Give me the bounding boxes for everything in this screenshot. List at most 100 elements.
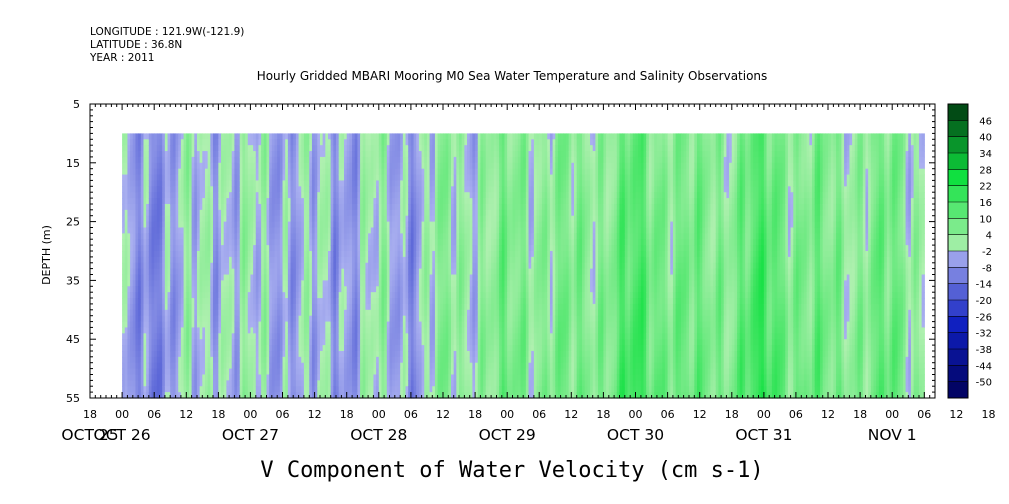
heatmap-cell [146, 198, 150, 205]
heatmap-cell [357, 292, 361, 299]
heatmap-cell [293, 256, 297, 264]
heatmap-cell [287, 392, 292, 399]
heatmap-cell [143, 345, 147, 352]
heatmap-cell [306, 345, 310, 352]
heatmap-cell [221, 327, 225, 334]
heatmap-cell [258, 315, 262, 323]
heatmap-cell [263, 286, 268, 293]
heatmap-cell [148, 162, 153, 170]
heatmap-cell [132, 156, 137, 164]
heatmap-cell [346, 156, 350, 164]
heatmap-cell [410, 256, 415, 264]
heatmap-cell [138, 162, 142, 170]
heatmap-cell [159, 186, 163, 193]
heatmap-cell [333, 356, 337, 364]
heatmap-cell [381, 292, 385, 299]
heatmap-cell [242, 221, 246, 229]
heatmap-cell [287, 227, 292, 234]
heatmap-cell [357, 286, 361, 293]
heatmap-cell [386, 156, 391, 164]
heatmap-cell [255, 368, 260, 376]
heatmap-cell [368, 256, 372, 264]
heatmap-cell [138, 286, 142, 293]
heatmap-cell [261, 368, 265, 376]
heatmap-cell [413, 262, 417, 270]
heatmap-cell [327, 156, 332, 164]
heatmap-cell [285, 145, 289, 152]
heatmap-cell [127, 350, 131, 358]
heatmap-cell [360, 192, 364, 199]
heatmap-cell [397, 315, 401, 323]
heatmap-cell [344, 245, 348, 252]
heatmap-cell [172, 180, 177, 187]
heatmap-cell [389, 209, 393, 217]
heatmap-cell [146, 221, 150, 229]
heatmap-cell [352, 186, 356, 193]
heatmap-cell [349, 251, 353, 258]
heatmap-cell [274, 156, 278, 164]
heatmap-cell [266, 262, 270, 270]
heatmap-cell [146, 227, 150, 234]
heatmap-cell [346, 215, 350, 223]
heatmap-cell [135, 162, 139, 170]
heatmap-cell [221, 256, 225, 264]
heatmap-cell [392, 192, 396, 199]
heatmap-cell [151, 274, 155, 281]
heatmap-cell [327, 239, 332, 246]
heatmap-cell [143, 356, 147, 364]
heatmap-cell [287, 303, 292, 311]
heatmap-cell [250, 145, 254, 152]
heatmap-cell [271, 368, 276, 376]
heatmap-cell [132, 303, 137, 311]
heatmap-cell [146, 303, 150, 311]
heatmap-cell [167, 380, 171, 387]
heatmap-cell [384, 309, 388, 317]
heatmap-cell [202, 309, 206, 317]
heatmap-cell [408, 368, 412, 376]
heatmap-cell [405, 239, 409, 246]
heatmap-cell [143, 192, 147, 199]
heatmap-cell [138, 251, 142, 258]
heatmap-cell [410, 368, 415, 376]
heatmap-cell [154, 221, 158, 229]
heatmap-cell [132, 233, 137, 240]
y-axis-label: DEPTH (m) [40, 225, 53, 285]
heatmap-cell [352, 303, 356, 311]
heatmap-cell [282, 203, 286, 211]
heatmap-cell [400, 180, 404, 187]
heatmap-cell [245, 209, 249, 217]
heatmap-cell [124, 227, 129, 234]
heatmap-cell [143, 256, 147, 264]
heatmap-cell [330, 339, 334, 346]
heatmap-cell [389, 303, 393, 311]
heatmap-cell [349, 174, 353, 182]
heatmap-cell [204, 309, 209, 317]
heatmap-cell [132, 274, 137, 281]
heatmap-cell [410, 245, 415, 252]
heatmap-cell [279, 245, 284, 252]
heatmap-cell [416, 186, 420, 193]
heatmap-cell [263, 327, 268, 334]
heatmap-cell [400, 274, 404, 281]
heatmap-cell [247, 333, 252, 340]
heatmap-cell [295, 386, 300, 393]
heatmap-cell [218, 215, 222, 223]
heatmap-cell [354, 239, 358, 246]
heatmap-cell [287, 221, 292, 229]
heatmap-cell [138, 303, 142, 311]
heatmap-cell [140, 392, 145, 399]
heatmap-cell [226, 139, 230, 146]
heatmap-cell [221, 239, 225, 246]
heatmap-cell [370, 339, 375, 346]
heatmap-cell [175, 286, 179, 293]
heatmap-cell [135, 386, 139, 393]
heatmap-cell [301, 251, 305, 258]
heatmap-cell [151, 392, 155, 399]
heatmap-cell [162, 298, 166, 305]
heatmap-cell [159, 203, 163, 211]
heatmap-cell [194, 262, 198, 270]
heatmap-cell [164, 256, 169, 264]
heatmap-cell [218, 174, 222, 182]
heatmap-cell [127, 386, 131, 393]
heatmap-cell [338, 262, 342, 270]
